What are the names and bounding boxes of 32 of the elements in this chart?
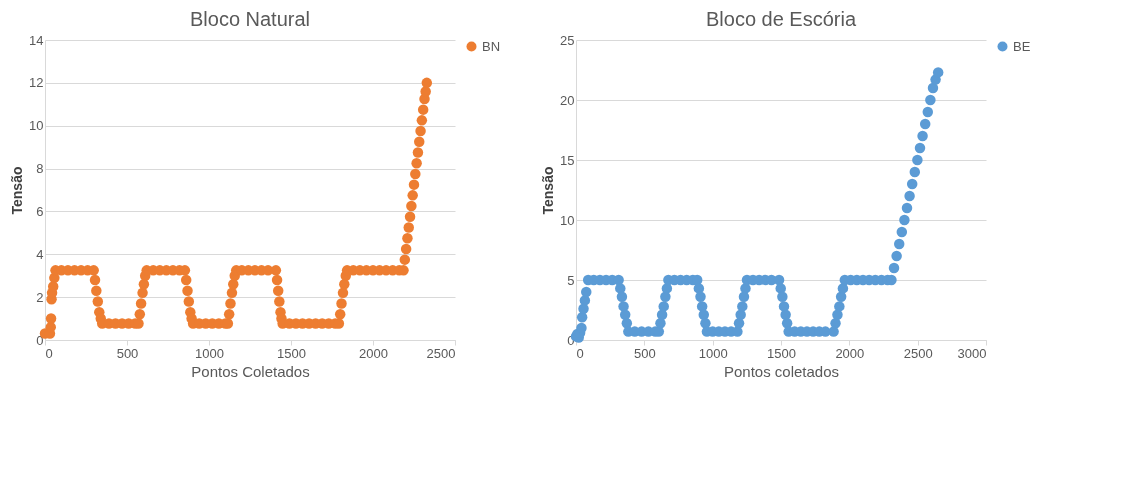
legend-label: BE <box>1013 38 1031 54</box>
x-tick-label: 1500 <box>277 345 306 361</box>
y-tick-label: 12 <box>29 75 44 91</box>
y-tick-label: 5 <box>567 272 575 288</box>
x-tick-label: 1500 <box>767 345 796 361</box>
x-tick-label: 1000 <box>195 345 224 361</box>
y-tick-label: 25 <box>560 32 575 48</box>
y-tick-label: 20 <box>560 92 575 108</box>
x-axis-title: Pontos coletados <box>723 362 840 380</box>
legend-label: BN <box>482 38 501 54</box>
x-tick-label: 2000 <box>359 345 388 361</box>
y-tick-label: 8 <box>36 161 44 177</box>
y-tick-label: 14 <box>29 32 44 48</box>
x-tick-label: 2500 <box>903 345 933 361</box>
y-tick-label: 4 <box>36 246 44 262</box>
x-tick-label: 2000 <box>835 345 865 361</box>
y-tick-label: 10 <box>29 118 44 134</box>
y-tick-label: 6 <box>36 203 44 219</box>
x-tick-label: 2500 <box>426 345 456 361</box>
x-tick-label: 1000 <box>698 345 728 361</box>
y-tick-label: 0 <box>36 332 44 348</box>
x-tick-label: 3000 <box>957 345 987 361</box>
x-tick-label: 500 <box>116 345 139 361</box>
y-axis-title: Tensão <box>540 166 557 215</box>
y-tick-label: 15 <box>560 152 575 168</box>
chart-title: Bloco de Escória <box>705 8 857 30</box>
y-axis-title: Tensão <box>9 166 26 215</box>
x-axis-title: Pontos Coletados <box>191 362 310 380</box>
y-tick-label: 10 <box>560 212 575 228</box>
y-tick-label: 2 <box>36 289 44 305</box>
chart-title: Bloco Natural <box>189 8 311 30</box>
x-tick-label: 500 <box>633 345 656 361</box>
